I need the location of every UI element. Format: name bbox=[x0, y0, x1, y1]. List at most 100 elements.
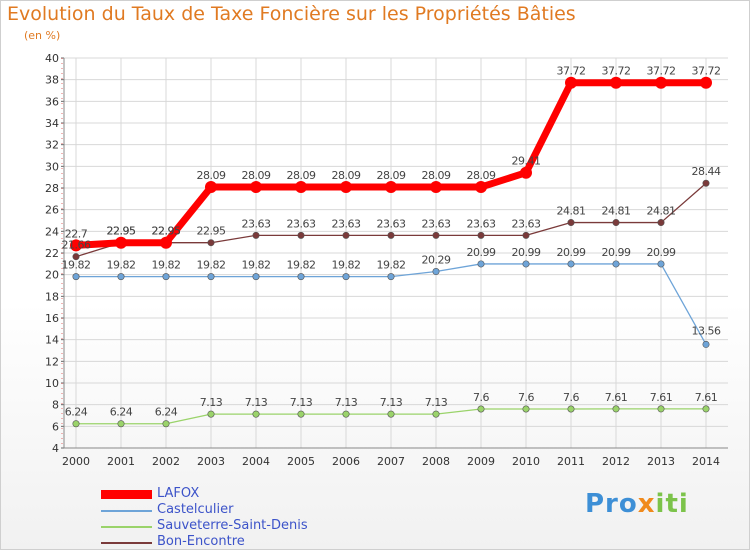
x-tick-label: 2006 bbox=[332, 455, 360, 468]
legend-item: LAFOX bbox=[101, 486, 361, 503]
data-label: 19.82 bbox=[107, 259, 136, 272]
legend-swatch bbox=[101, 490, 152, 499]
y-tick-label: 32 bbox=[45, 139, 59, 152]
y-axis-unit-label: (en %) bbox=[24, 29, 61, 42]
data-label: 19.82 bbox=[377, 259, 406, 272]
data-label: 7.6 bbox=[473, 391, 489, 404]
y-tick-label: 30 bbox=[45, 160, 59, 173]
data-label: 7.13 bbox=[245, 396, 268, 409]
data-point bbox=[295, 181, 307, 194]
data-label: 20.99 bbox=[602, 246, 631, 259]
data-point bbox=[702, 179, 710, 187]
legend-swatch bbox=[101, 526, 152, 528]
data-label: 28.09 bbox=[287, 169, 316, 182]
data-point bbox=[387, 231, 395, 239]
data-label: 6.24 bbox=[155, 406, 178, 419]
data-label: 6.24 bbox=[110, 406, 133, 419]
data-point bbox=[117, 273, 125, 281]
x-tick-label: 2011 bbox=[557, 455, 585, 468]
data-point bbox=[567, 405, 575, 413]
data-point bbox=[700, 76, 712, 89]
y-tick-label: 14 bbox=[45, 334, 59, 347]
data-label: 22.95 bbox=[152, 225, 181, 238]
y-tick-label: 10 bbox=[45, 377, 59, 390]
data-label: 21.66 bbox=[62, 239, 91, 252]
data-point bbox=[387, 273, 395, 281]
data-point bbox=[385, 181, 397, 194]
y-tick-label: 34 bbox=[45, 117, 59, 130]
data-point bbox=[522, 260, 530, 268]
data-point bbox=[610, 76, 622, 89]
data-label: 23.63 bbox=[287, 217, 316, 230]
data-point bbox=[250, 181, 262, 194]
data-label: 7.13 bbox=[290, 396, 313, 409]
legend-label: Bon-Encontre bbox=[157, 534, 245, 549]
x-tick-label: 2008 bbox=[422, 455, 450, 468]
legend-label: Sauveterre-Saint-Denis bbox=[157, 518, 308, 533]
data-label: 7.61 bbox=[695, 391, 718, 404]
series-layer bbox=[70, 76, 712, 428]
data-label: 23.63 bbox=[422, 217, 451, 230]
y-tick-label: 16 bbox=[45, 312, 59, 325]
data-point bbox=[475, 181, 487, 194]
data-label: 7.13 bbox=[335, 396, 358, 409]
data-label: 22.95 bbox=[197, 225, 226, 238]
data-point bbox=[432, 268, 440, 276]
data-label: 22.95 bbox=[107, 225, 136, 238]
data-point bbox=[387, 410, 395, 418]
data-point bbox=[252, 410, 260, 418]
data-point bbox=[565, 76, 577, 89]
data-label: 7.6 bbox=[563, 391, 579, 404]
data-point bbox=[432, 231, 440, 239]
data-label: 24.81 bbox=[602, 205, 631, 218]
data-point bbox=[340, 181, 352, 194]
data-point bbox=[567, 260, 575, 268]
data-point bbox=[252, 273, 260, 281]
data-label: 37.72 bbox=[692, 65, 721, 78]
data-point bbox=[612, 405, 620, 413]
data-label: 37.72 bbox=[602, 65, 631, 78]
data-label: 37.72 bbox=[647, 65, 676, 78]
data-label: 24.81 bbox=[647, 205, 676, 218]
data-label: 28.09 bbox=[422, 169, 451, 182]
data-point bbox=[657, 260, 665, 268]
data-point bbox=[342, 410, 350, 418]
x-tick-label: 2009 bbox=[467, 455, 495, 468]
x-tick-label: 2007 bbox=[377, 455, 405, 468]
data-label: 7.13 bbox=[425, 396, 448, 409]
logo-part-2: x bbox=[637, 489, 656, 519]
data-point bbox=[342, 231, 350, 239]
data-point bbox=[70, 239, 82, 252]
data-point bbox=[297, 273, 305, 281]
y-tick-label: 38 bbox=[45, 74, 59, 87]
y-tick-label: 28 bbox=[45, 182, 59, 195]
legend-swatch bbox=[101, 542, 152, 544]
data-point bbox=[477, 260, 485, 268]
data-point bbox=[205, 181, 217, 194]
data-point bbox=[342, 273, 350, 281]
data-label: 13.56 bbox=[692, 324, 721, 337]
data-label: 28.44 bbox=[692, 165, 721, 178]
data-label: 23.63 bbox=[242, 217, 271, 230]
data-point bbox=[655, 76, 667, 89]
data-point bbox=[162, 273, 170, 281]
x-tick-label: 2005 bbox=[287, 455, 315, 468]
data-label: 28.09 bbox=[242, 169, 271, 182]
data-label: 24.81 bbox=[557, 205, 586, 218]
data-label: 28.09 bbox=[377, 169, 406, 182]
x-tick-label: 2013 bbox=[647, 455, 675, 468]
data-point bbox=[207, 273, 215, 281]
data-label: 7.13 bbox=[200, 396, 223, 409]
data-label: 29.41 bbox=[512, 155, 541, 168]
data-label: 28.09 bbox=[467, 169, 496, 182]
legend-item: Castelculier bbox=[101, 502, 361, 519]
legend-swatch bbox=[101, 510, 152, 512]
data-point bbox=[207, 239, 215, 247]
data-label: 7.6 bbox=[518, 391, 534, 404]
legend-label: Castelculier bbox=[157, 502, 234, 517]
data-point bbox=[297, 231, 305, 239]
data-label: 23.63 bbox=[467, 217, 496, 230]
data-point bbox=[477, 405, 485, 413]
